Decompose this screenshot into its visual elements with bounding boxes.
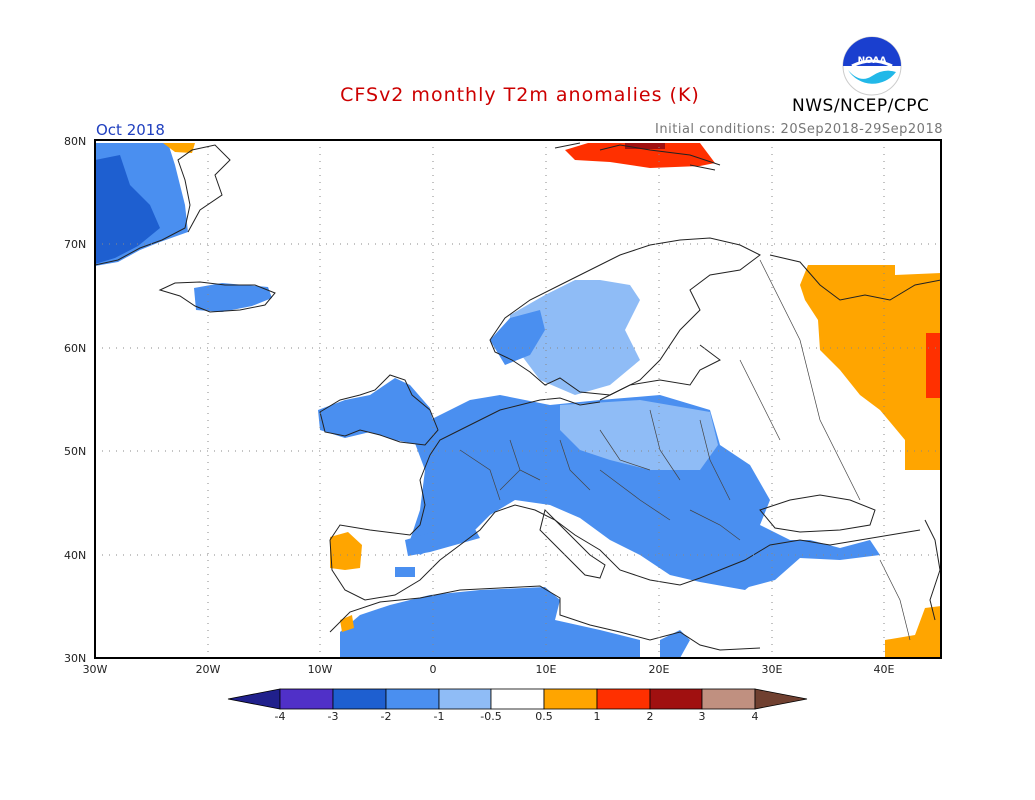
lat-labels: 80N 70N 60N 50N 40N 30N — [64, 135, 86, 665]
lon-label-0: 0 — [430, 663, 437, 676]
coast-greenland — [95, 144, 231, 266]
lon-label-10w: 10W — [308, 663, 333, 676]
colorbar-bin-5 — [490, 688, 545, 710]
colorbar-label-4: -1 — [434, 710, 445, 723]
anomaly-fields — [95, 143, 941, 658]
colorbar-label-9: 3 — [699, 710, 706, 723]
lon-label-20e: 20E — [649, 663, 670, 676]
anomaly-europe-light — [560, 400, 718, 470]
borders-europe — [459, 409, 741, 541]
anomaly-norway-coast — [490, 310, 545, 365]
map-frame — [94, 139, 942, 659]
colorbar-label-10: 4 — [752, 710, 759, 723]
colorbar-bin-6 — [543, 688, 598, 710]
colorbar: -4 -3 -2 -1 -0.5 0.5 1 2 3 4 — [227, 688, 808, 723]
lon-label-10e: 10E — [536, 663, 557, 676]
lon-label-30w: 30W — [83, 663, 108, 676]
lat-label-30: 30N — [64, 652, 86, 665]
gridlines — [95, 140, 941, 658]
anomaly-svalbard-dark — [625, 143, 665, 149]
coast-scandinavia — [489, 237, 761, 396]
colorbar-label-5: -0.5 — [480, 710, 501, 723]
anomaly-iceland — [194, 283, 272, 312]
colorbar-label-6: 0.5 — [535, 710, 553, 723]
agency-label: NWS/NCEP/CPC — [792, 96, 930, 116]
initial-conditions: Initial conditions: 20Sep2018-29Sep2018 — [655, 122, 943, 137]
coast-western-europe — [329, 397, 921, 601]
lat-label-60: 60N — [64, 342, 86, 355]
colorbar-bin-2 — [332, 688, 387, 710]
lon-label-20w: 20W — [196, 663, 221, 676]
coast-iceland — [158, 281, 276, 313]
map-title: CFSv2 monthly T2m anomalies (K) — [340, 84, 700, 106]
anomaly-north-africa-orange — [340, 615, 354, 632]
colorbar-bin-4 — [438, 688, 492, 710]
anomaly-iberia-north — [405, 520, 480, 556]
anomaly-iberia-south — [395, 567, 415, 577]
colorbar-bin-8 — [649, 688, 703, 710]
anomaly-iberia-west — [330, 532, 362, 570]
coast-baltic — [599, 344, 721, 401]
coast-svalbard — [554, 142, 721, 171]
coast-caspian — [924, 519, 941, 621]
anomaly-levant — [660, 630, 690, 658]
anomaly-greenland-north-orange — [163, 143, 195, 153]
colorbar-bin-9 — [701, 688, 756, 710]
colorbar-bin-7 — [596, 688, 651, 710]
lat-label-80: 80N — [64, 135, 86, 148]
lon-label-40e: 40E — [874, 663, 895, 676]
borders-east — [739, 259, 911, 641]
coast-british-isles — [319, 374, 439, 446]
forecast-period: Oct 2018 — [96, 121, 165, 139]
colorbar-label-7: 1 — [594, 710, 601, 723]
colorbar-bin-1 — [279, 688, 334, 710]
anomaly-russia-red — [926, 333, 941, 398]
anomaly-scandinavia — [510, 280, 640, 395]
lat-label-50: 50N — [64, 445, 86, 458]
coast-white-sea — [769, 254, 941, 301]
anomaly-middle-east — [885, 606, 941, 658]
lat-label-40: 40N — [64, 549, 86, 562]
colorbar-label-2: -3 — [328, 710, 339, 723]
anomaly-greenland-southeast — [95, 155, 160, 264]
noaa-logo-text: NOAA — [858, 56, 887, 66]
colorbar-arrow-left — [227, 688, 281, 710]
colorbar-label-8: 2 — [647, 710, 654, 723]
coastlines — [95, 142, 941, 651]
colorbar-bin-3 — [385, 688, 440, 710]
colorbar-label-1: -4 — [275, 710, 286, 723]
coast-italy — [539, 509, 606, 579]
anomaly-western-russia — [800, 265, 941, 470]
lon-label-30e: 30E — [762, 663, 783, 676]
anomaly-north-africa — [340, 587, 640, 658]
coast-black-sea — [759, 494, 876, 533]
colorbar-label-3: -2 — [381, 710, 392, 723]
lat-label-70: 70N — [64, 238, 86, 251]
anomaly-turkey — [740, 540, 880, 588]
noaa-logo: NOAA — [842, 36, 902, 96]
anomaly-british-isles — [318, 378, 435, 445]
lon-labels: 30W 20W 10W 0 10E 20E 30E 40E — [83, 663, 895, 676]
colorbar-arrow-right — [754, 688, 808, 710]
coast-north-africa — [329, 585, 761, 651]
